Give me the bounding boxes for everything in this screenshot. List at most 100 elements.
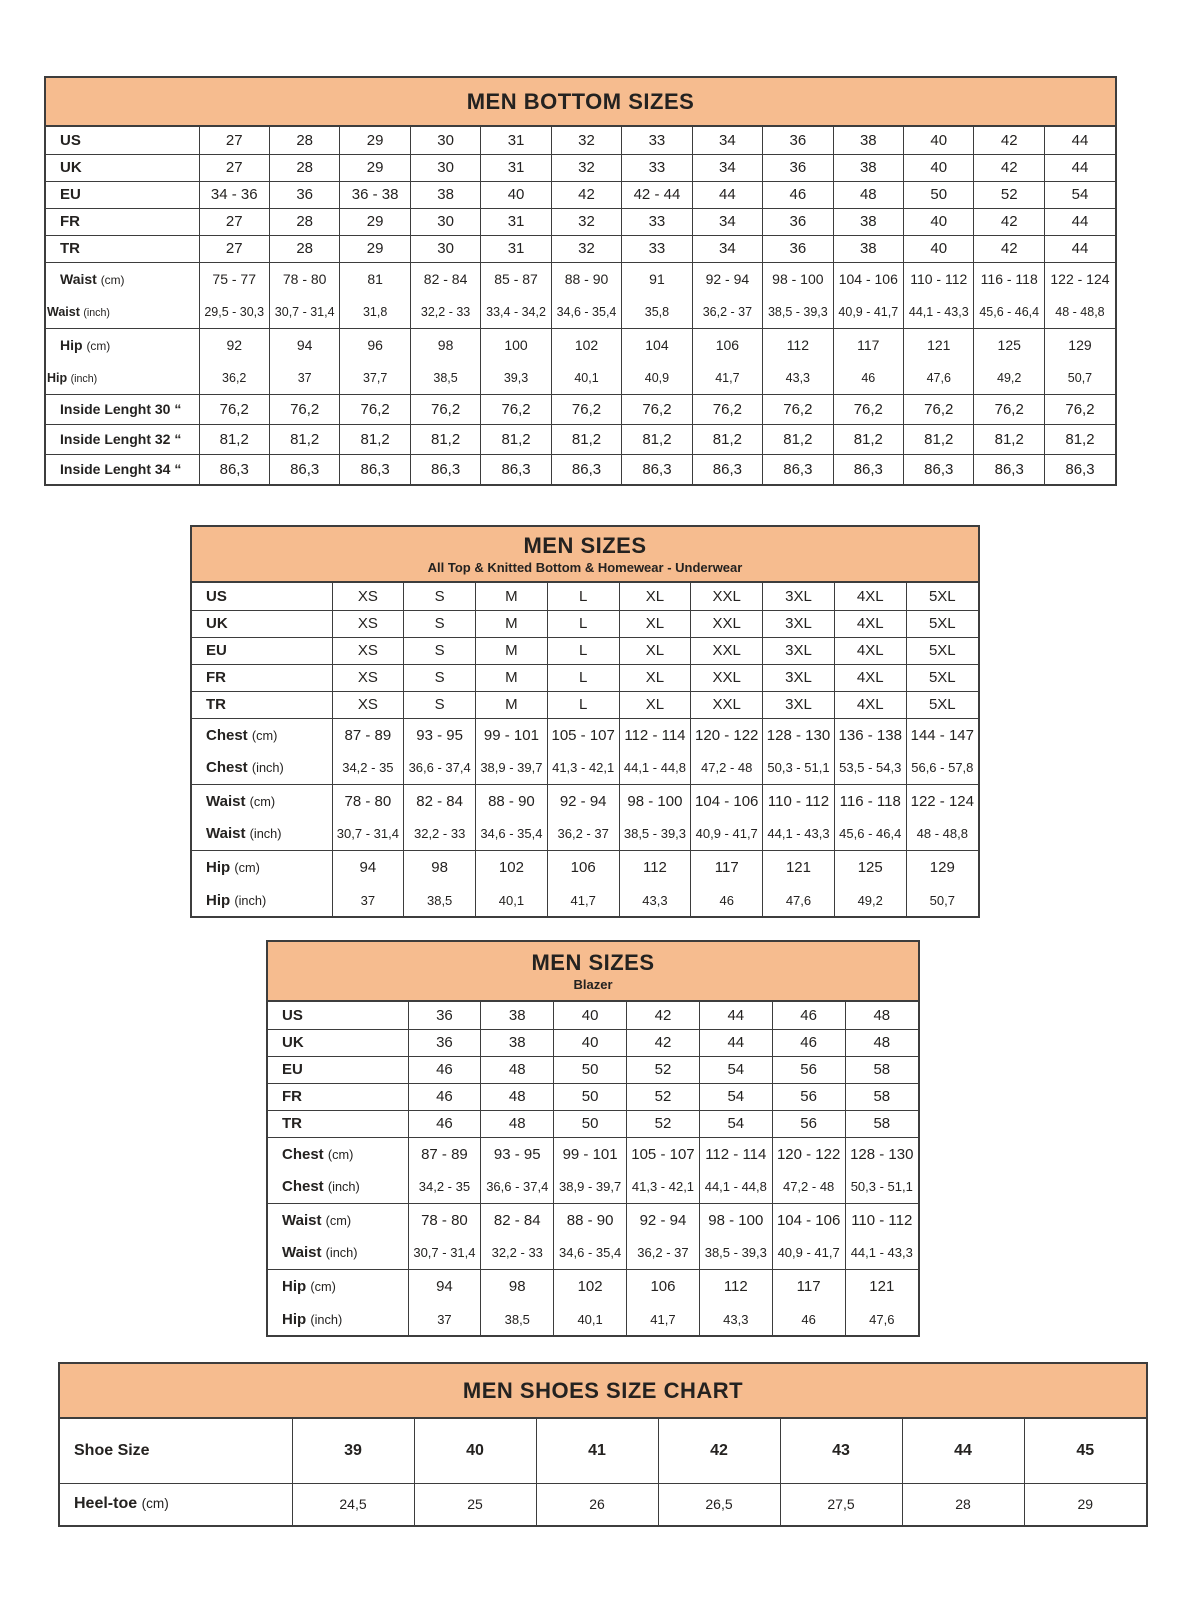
- row-label: EU: [268, 1055, 408, 1084]
- row-label: Hip (cm): [268, 1268, 408, 1304]
- table-cell: 86,3: [1043, 453, 1115, 485]
- table-cell: 76,2: [198, 393, 270, 425]
- table-cell: 76,2: [480, 393, 552, 425]
- table-cell: 33: [621, 207, 693, 236]
- row-label-text: Hip: [60, 337, 83, 354]
- table-cell: 54: [698, 1082, 773, 1111]
- table-cell: 47,6: [762, 884, 835, 917]
- table-cell: 33: [621, 127, 693, 155]
- table-cell: 110 - 112: [903, 261, 974, 297]
- table-cell: 41: [535, 1419, 658, 1484]
- table-cell: 42: [626, 1028, 700, 1057]
- table-row: UK 27 28 29 30 31 32 33 34 36 38 40 42 44: [46, 153, 1115, 182]
- table-cell: 41,7: [626, 1303, 700, 1336]
- table-row: EU 34 - 36 36 36 - 38 38 40 42 42 - 44 44 46 48 50 5…: [46, 180, 1115, 209]
- table-cell: 99 - 101: [475, 717, 548, 753]
- row-label: TR: [192, 690, 332, 719]
- table-cell: 28: [268, 153, 340, 182]
- table-cell: 50,3 - 51,1: [844, 1171, 918, 1204]
- table-cell: 5XL: [905, 663, 978, 692]
- table-cell: 50: [903, 180, 974, 209]
- row-label: Chest (inch): [192, 752, 332, 784]
- row-label-unit: (cm): [141, 1496, 169, 1512]
- table-cell: 105 - 107: [626, 1136, 700, 1172]
- table-cell: 30: [409, 234, 481, 263]
- row-label-text: Waist: [282, 1244, 322, 1262]
- table-cell: 121: [903, 327, 974, 363]
- table-cell: 112 - 114: [618, 717, 691, 753]
- table-cell: 30,7 - 31,4: [407, 1237, 481, 1270]
- table-row: FR 27 28 29 30 31 32 33 34 36 38 40 42 44: [46, 207, 1115, 236]
- table-cell: 106: [691, 327, 763, 363]
- table-cell: 87 - 89: [331, 717, 404, 753]
- table-cell: 85 - 87: [480, 261, 552, 297]
- size-table-grid: Shoe Size 39 40 41 42 43 44 45 Heel-toe (cm) 24,5…: [60, 1419, 1146, 1526]
- table-cell: 31: [480, 207, 552, 236]
- table-row: Hip (cm) 94 98 102 106 112 117 121 125 129: [192, 849, 978, 885]
- table-cell: 52: [626, 1082, 700, 1111]
- table-cell: 46: [407, 1109, 481, 1138]
- row-label: US: [192, 583, 332, 610]
- table-cell: 98: [409, 327, 481, 363]
- table-cell: 112: [762, 327, 834, 363]
- table-cell: 4XL: [833, 636, 907, 665]
- table-cell: 48: [844, 1028, 918, 1057]
- table-cell: 128 - 130: [844, 1136, 918, 1172]
- table-cell: 3XL: [762, 663, 835, 692]
- row-label-text: US: [206, 587, 227, 605]
- table-cell: 54: [698, 1109, 773, 1138]
- row-label: UK: [268, 1028, 408, 1057]
- table-cell: 82 - 84: [480, 1202, 554, 1238]
- table-cell: 44,1 - 44,8: [698, 1171, 773, 1204]
- table-row: Chest (inch) 34,2 - 35 36,6 - 37,4 38,9 - 3…: [268, 1171, 918, 1204]
- table-row: Heel-toe (cm) 24,5 25 26 26,5 27,5 28 29: [60, 1482, 1146, 1526]
- table-cell: 32,2 - 33: [409, 296, 481, 329]
- table-cell: 56: [771, 1082, 846, 1111]
- table-cell: 49,2: [973, 362, 1045, 395]
- row-label-text: TR: [60, 240, 80, 258]
- table-cell: 44: [1043, 153, 1115, 182]
- table-cell: 40,9 - 41,7: [771, 1237, 846, 1270]
- table-row: Hip (inch) 36,2 37 37,7 38,5 39,3 40,1 40,9 41,7…: [46, 362, 1115, 395]
- table-cell: XL: [618, 690, 691, 719]
- table-cell: 125: [833, 849, 907, 885]
- table-row: FR 46 48 50 52 54 56 58: [268, 1082, 918, 1111]
- table-cell: 26: [535, 1482, 658, 1526]
- table-cell: 48 - 48,8: [905, 818, 978, 851]
- table-cell: 53,5 - 54,3: [833, 752, 907, 785]
- table-row: Waist (cm) 75 - 77 78 - 80 81 82 - 84 85 - 87…: [46, 261, 1115, 297]
- row-label-unit: (inch): [327, 1179, 360, 1195]
- table-cell: 81,2: [973, 423, 1045, 455]
- table-cell: 32: [550, 234, 622, 263]
- row-label: Hip (inch): [268, 1303, 408, 1335]
- table-cell: 81,2: [903, 423, 974, 455]
- table-cell: 40: [553, 1028, 627, 1057]
- table-cell: XXL: [690, 583, 763, 611]
- table-cell: M: [475, 609, 548, 638]
- table-cell: 42: [550, 180, 622, 209]
- row-label: Waist (inch): [268, 1237, 408, 1269]
- table-cell: 5XL: [905, 690, 978, 719]
- row-label-text: TR: [206, 696, 226, 714]
- table-cell: 54: [1043, 180, 1115, 209]
- table-cell: 27: [198, 153, 270, 182]
- row-label: UK: [192, 609, 332, 638]
- table-cell: 34 - 36: [198, 180, 270, 209]
- table-cell: S: [403, 663, 476, 692]
- table-cell: M: [475, 636, 548, 665]
- table-cell: 32,2 - 33: [403, 818, 476, 851]
- table-cell: 36,2 - 37: [626, 1237, 700, 1270]
- table-cell: 86,3: [691, 453, 763, 485]
- table-cell: 92 - 94: [626, 1202, 700, 1238]
- table-cell: 93 - 95: [403, 717, 476, 753]
- table-cell: 39: [291, 1419, 414, 1484]
- table-cell: 56,6 - 57,8: [905, 752, 978, 785]
- table-cell: 46: [690, 884, 763, 917]
- table-cell: 37,7: [339, 362, 411, 395]
- table-cell: 46: [407, 1082, 481, 1111]
- table-cell: 120 - 122: [690, 717, 763, 753]
- table-cell: 42: [973, 234, 1045, 263]
- table-cell: 39,3: [480, 362, 552, 395]
- table-cell: 81,2: [691, 423, 763, 455]
- table-cell: 86,3: [339, 453, 411, 485]
